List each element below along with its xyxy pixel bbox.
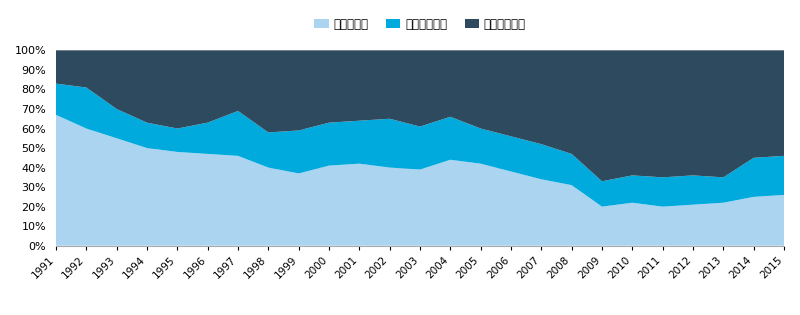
Legend: 流动性资产, 半流动性资产, 非流动性资产: 流动性资产, 半流动性资产, 非流动性资产 (310, 13, 530, 36)
